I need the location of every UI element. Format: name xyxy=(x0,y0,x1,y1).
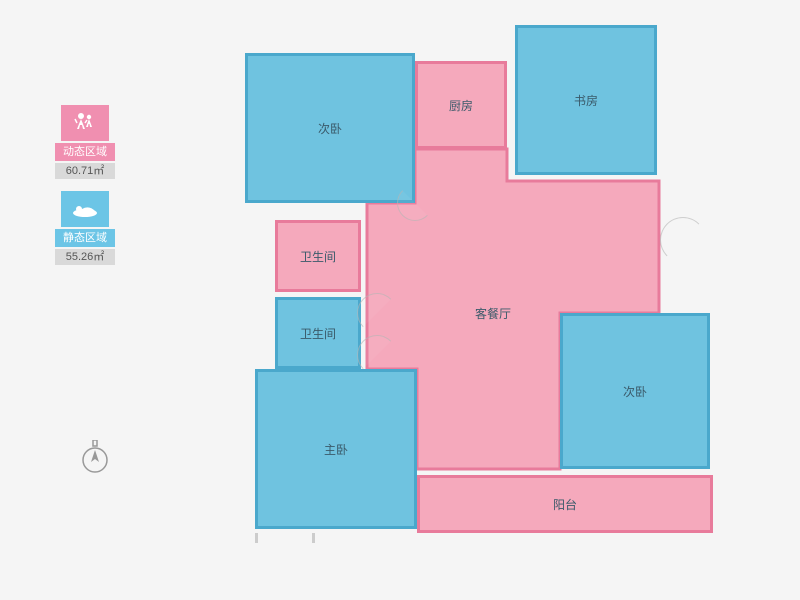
people-icon xyxy=(61,105,109,141)
room-master: 主卧 xyxy=(255,369,417,529)
room-bath2-label: 卫生间 xyxy=(300,325,336,342)
room-balcony: 阳台 xyxy=(417,475,713,533)
legend-dynamic-value: 60.71㎡ xyxy=(55,163,115,179)
legend-static: 静态区域 55.26㎡ xyxy=(55,191,115,265)
door-arc xyxy=(660,217,706,263)
sleep-icon xyxy=(61,191,109,227)
legend-dynamic-title: 动态区域 xyxy=(55,143,115,161)
room-kitchen-label: 厨房 xyxy=(449,97,473,114)
room-study-label: 书房 xyxy=(574,92,598,109)
room-kitchen: 厨房 xyxy=(415,61,507,149)
room-balcony-label: 阳台 xyxy=(553,496,577,513)
room-bedroom2-top-label: 次卧 xyxy=(318,120,342,137)
room-study: 书房 xyxy=(515,25,657,175)
floorplan: 客餐厅 次卧厨房书房卫生间卫生间主卧次卧阳台 xyxy=(245,25,745,575)
room-bedroom2-right-label: 次卧 xyxy=(623,383,647,400)
room-bath1-label: 卫生间 xyxy=(300,248,336,265)
wall-opening xyxy=(255,533,315,543)
room-living-label: 客餐厅 xyxy=(475,305,511,322)
door-arc xyxy=(357,293,397,333)
legend-dynamic: 动态区域 60.71㎡ xyxy=(55,105,115,179)
legend: 动态区域 60.71㎡ 静态区域 55.26㎡ xyxy=(55,105,115,277)
legend-static-value: 55.26㎡ xyxy=(55,249,115,265)
room-bath1: 卫生间 xyxy=(275,220,361,292)
door-arc xyxy=(397,185,433,221)
room-bath2: 卫生间 xyxy=(275,297,361,369)
room-bedroom2-right: 次卧 xyxy=(560,313,710,469)
compass-icon xyxy=(80,440,110,481)
room-master-label: 主卧 xyxy=(324,441,348,458)
legend-static-title: 静态区域 xyxy=(55,229,115,247)
room-bedroom2-top: 次卧 xyxy=(245,53,415,203)
